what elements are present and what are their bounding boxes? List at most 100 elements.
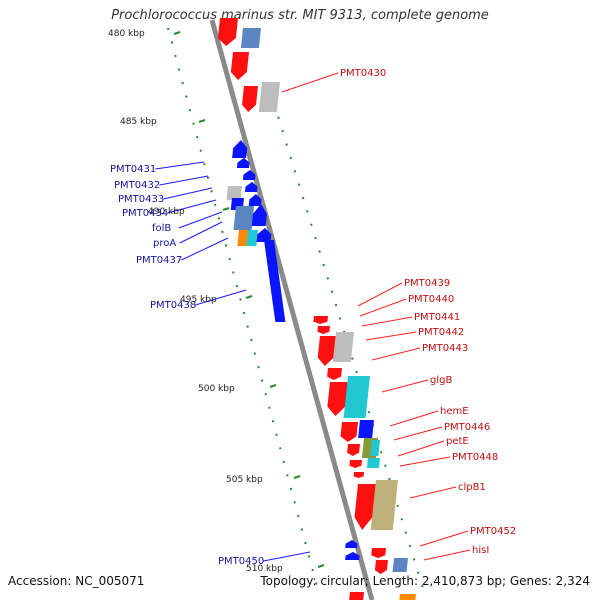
gene-feature[interactable]	[374, 560, 388, 574]
gene-feature[interactable]	[232, 140, 248, 158]
gene-label-forward[interactable]: PMT0431	[110, 164, 156, 175]
label-connectors	[155, 72, 471, 562]
gene-feature[interactable]	[317, 336, 336, 366]
kbp-tick-mark	[317, 564, 325, 568]
gene-label-reverse[interactable]: petE	[446, 436, 469, 447]
gene-label-connector	[423, 549, 471, 561]
kbp-tick-marks: 480 kbp 485 kbp 490 kbp 495 kbp 500 kbp 505 k…	[108, 29, 325, 574]
gene-feature[interactable]	[246, 230, 258, 246]
gene-feature[interactable]	[244, 182, 258, 192]
kbp-tick-mark	[173, 31, 181, 35]
gene-label-connector	[399, 456, 451, 467]
gene-feature[interactable]	[233, 206, 254, 230]
gene-label-reverse[interactable]: PMT0440	[408, 294, 454, 305]
genome-title: Prochlorococcus marinus str. MIT 9313, c…	[111, 8, 489, 23]
gene-feature[interactable]	[258, 82, 280, 112]
gene-feature[interactable]	[343, 376, 370, 418]
forward-gene-labels: PMT0431 PMT0432 PMT0433 PMT0434 folB proA PMT0…	[110, 164, 264, 567]
gene-feature[interactable]	[392, 558, 408, 572]
kbp-tick-label: 495 kbp	[180, 295, 217, 305]
gene-label-connector	[155, 161, 205, 170]
gene-feature[interactable]	[399, 594, 416, 600]
gene-feature[interactable]	[248, 194, 262, 206]
gene-label-reverse[interactable]: PMT0441	[414, 312, 460, 323]
kbp-tick-label: 485 kbp	[120, 117, 157, 127]
gene-features	[217, 18, 416, 600]
gene-label-forward[interactable]: PMT0432	[114, 180, 160, 191]
kbp-tick-label: 480 kbp	[108, 29, 145, 39]
gene-feature[interactable]	[251, 204, 268, 226]
gene-label-connector	[181, 237, 229, 261]
accession-text: Accession: NC_005071	[8, 574, 145, 588]
gene-label-connector	[159, 175, 209, 186]
gene-feature[interactable]	[217, 18, 238, 46]
gene-label-forward[interactable]: PMT0433	[118, 194, 164, 205]
gene-feature[interactable]	[345, 552, 360, 560]
kbp-tick-mark	[269, 384, 277, 388]
gene-label-connector	[381, 379, 429, 393]
gene-label-connector	[281, 72, 339, 93]
gene-feature[interactable]	[241, 86, 258, 112]
gene-feature[interactable]	[327, 368, 342, 380]
gene-label-reverse[interactable]: PMT0448	[452, 452, 498, 463]
gene-label-connector	[409, 486, 457, 499]
gene-feature[interactable]	[353, 472, 364, 478]
gene-label-forward[interactable]: PMT0434	[122, 208, 168, 219]
gene-feature[interactable]	[332, 332, 354, 362]
gene-feature[interactable]	[370, 440, 380, 456]
gene-feature[interactable]	[358, 420, 374, 438]
kbp-tick-mark	[245, 295, 253, 299]
gene-feature[interactable]	[349, 460, 362, 468]
gene-label-forward[interactable]: folB	[152, 223, 171, 234]
genome-backbone	[209, 19, 375, 600]
gene-label-connector	[361, 316, 413, 327]
gene-feature[interactable]	[313, 316, 328, 324]
gene-feature[interactable]	[345, 540, 358, 548]
gene-feature[interactable]	[370, 480, 398, 530]
gene-label-reverse[interactable]: PMT0442	[418, 327, 464, 338]
gene-label-forward[interactable]: PMT0450	[218, 556, 264, 567]
gene-label-reverse[interactable]: glgB	[430, 375, 452, 386]
gene-feature[interactable]	[256, 228, 272, 242]
gene-feature[interactable]	[230, 52, 249, 80]
gene-feature[interactable]	[371, 548, 386, 558]
gene-feature[interactable]	[347, 444, 360, 456]
gene-feature[interactable]	[237, 230, 249, 246]
gene-label-forward[interactable]: PMT0437	[136, 255, 182, 266]
gene-feature[interactable]	[326, 382, 348, 416]
gene-label-reverse[interactable]: PMT0430	[340, 68, 386, 79]
gene-label-reverse[interactable]: PMT0439	[404, 278, 450, 289]
gene-feature[interactable]	[353, 484, 376, 530]
gene-label-reverse[interactable]: PMT0452	[470, 526, 516, 537]
kbp-tick-mark	[293, 475, 301, 479]
gene-label-connector	[167, 199, 217, 214]
gene-label-reverse[interactable]: clpB1	[458, 482, 486, 493]
gene-feature[interactable]	[340, 422, 358, 442]
gene-feature[interactable]	[366, 458, 380, 468]
gene-label-connector	[357, 282, 403, 307]
gene-feature[interactable]	[255, 240, 294, 322]
gene-label-reverse[interactable]: PMT0446	[444, 422, 490, 433]
gene-label-forward[interactable]: PMT0438	[150, 300, 196, 311]
gene-label-forward[interactable]: proA	[153, 238, 176, 249]
gene-feature[interactable]	[226, 186, 242, 200]
gene-label-connector	[263, 551, 311, 562]
kbp-tick-label: 505 kbp	[226, 475, 263, 485]
gene-feature[interactable]	[349, 592, 364, 600]
gene-label-connector	[419, 530, 469, 547]
gene-feature[interactable]	[242, 170, 256, 180]
gene-feature[interactable]	[236, 158, 250, 168]
reverse-gene-labels: PMT0430 PMT0439 PMT0440 PMT0441 PMT0442 PMT04…	[340, 68, 516, 556]
gene-feature[interactable]	[240, 28, 261, 48]
gene-label-reverse[interactable]: hisI	[472, 545, 489, 556]
gene-label-connector	[389, 410, 439, 427]
gene-label-connector	[178, 211, 223, 229]
gene-label-connector	[371, 347, 421, 361]
gene-label-connector	[163, 187, 213, 200]
gene-label-reverse[interactable]: hemE	[440, 406, 469, 417]
gene-label-connector	[195, 289, 247, 306]
gene-feature[interactable]	[317, 326, 330, 334]
gene-label-reverse[interactable]: PMT0443	[422, 343, 468, 354]
